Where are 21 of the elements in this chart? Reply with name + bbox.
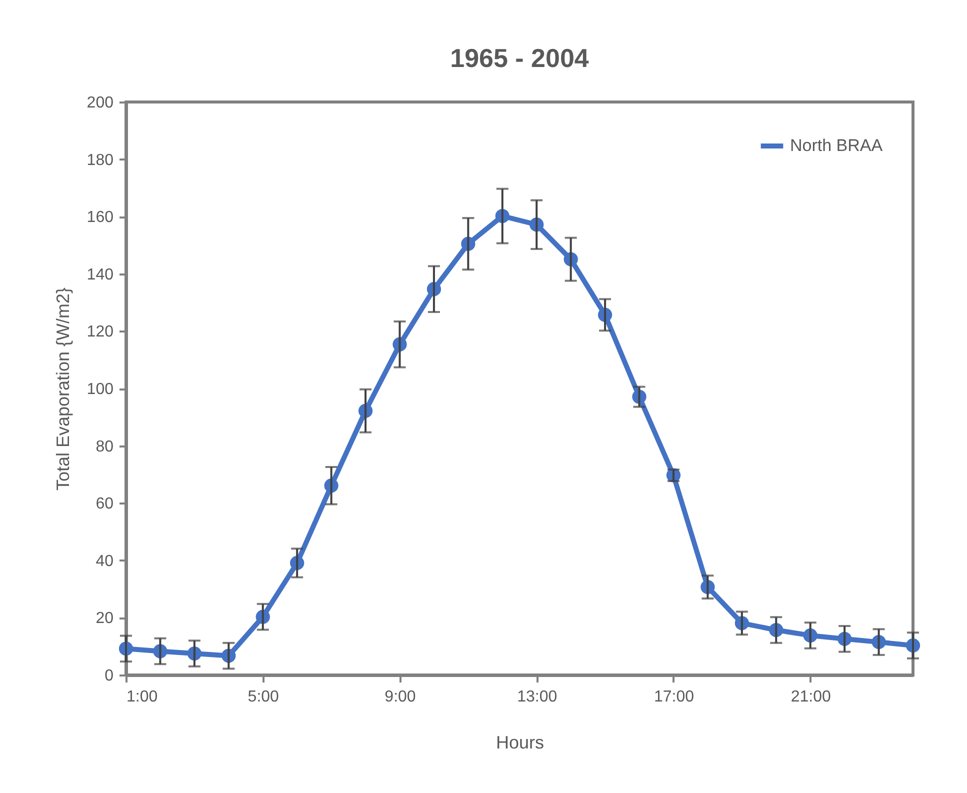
x-tick-label: 1:00 bbox=[126, 688, 158, 706]
x-tick-label: 17:00 bbox=[654, 688, 694, 706]
y-tick-label: 80 bbox=[96, 438, 114, 456]
x-tick-label: 21:00 bbox=[790, 688, 831, 706]
y-tick-label: 20 bbox=[96, 610, 114, 628]
x-tick-label: 9:00 bbox=[384, 688, 416, 706]
y-tick-label: 200 bbox=[86, 94, 114, 112]
y-tick-label: 120 bbox=[86, 324, 114, 341]
y-axis-title: Total Evaporation {W/m2} bbox=[52, 287, 73, 491]
chart-title: 1965 - 2004 bbox=[450, 43, 590, 73]
y-tick-label: 0 bbox=[104, 668, 114, 684]
y-tick-label: 100 bbox=[86, 381, 114, 398]
x-tick-label: 5:00 bbox=[248, 688, 280, 706]
y-tick-label: 40 bbox=[96, 552, 114, 570]
y-tick-label: 140 bbox=[86, 266, 114, 284]
x-axis-title: Hours bbox=[496, 732, 544, 752]
x-tick-label: 13:00 bbox=[517, 688, 558, 706]
y-tick-label: 60 bbox=[96, 496, 114, 513]
legend-label: North BRAA bbox=[790, 136, 884, 155]
y-tick-label: 180 bbox=[86, 152, 114, 169]
y-tick-label: 160 bbox=[86, 209, 114, 226]
